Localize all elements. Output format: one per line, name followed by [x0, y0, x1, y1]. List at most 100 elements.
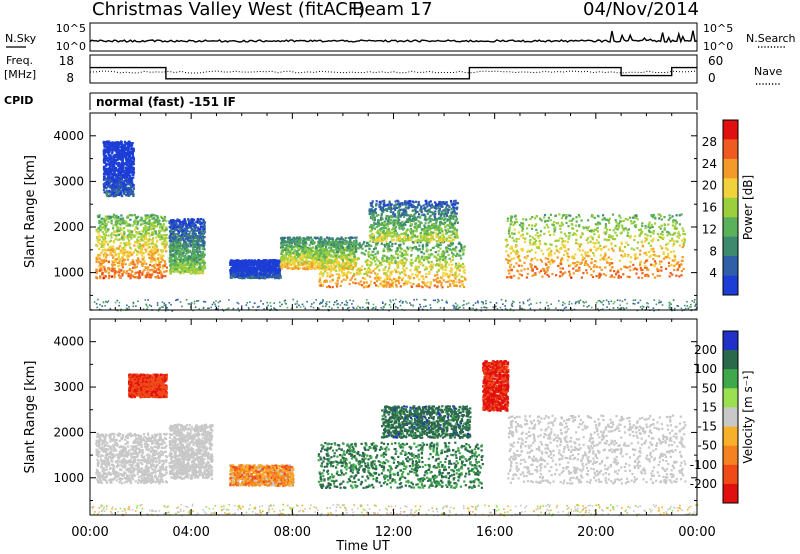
echo-cell	[327, 261, 330, 265]
echo-cell	[296, 260, 299, 263]
echo-cell	[159, 238, 162, 241]
echo-cell	[299, 267, 302, 270]
echo-cell	[171, 219, 174, 222]
echo-cell	[456, 266, 459, 270]
echo-cell	[231, 274, 234, 277]
echo-cell	[385, 283, 388, 286]
echo-cell	[332, 241, 335, 244]
echo-cell	[143, 259, 146, 262]
echo-cell	[343, 239, 346, 242]
echo-cell	[105, 256, 108, 259]
echo-cell	[426, 256, 430, 259]
echo-cell	[428, 228, 431, 231]
echo-cell	[304, 244, 307, 247]
echo-cell	[350, 248, 353, 251]
echo-cell	[372, 223, 375, 227]
echo-cell	[296, 264, 299, 267]
echo-cell	[111, 270, 114, 273]
echo-cell	[319, 284, 322, 287]
echo-cell	[100, 220, 103, 224]
echo-cell	[199, 250, 202, 253]
echo-cell	[433, 206, 436, 209]
echo-cell	[340, 243, 343, 246]
echo-cell	[190, 240, 193, 243]
echo-cell	[198, 221, 201, 224]
echo-cell	[257, 266, 260, 270]
echo-cell	[399, 247, 402, 250]
echo-cell	[128, 262, 131, 266]
echo-cell	[340, 252, 343, 255]
echo-cell	[164, 226, 167, 230]
echo-cell	[162, 234, 165, 237]
echo-cell	[342, 260, 345, 263]
echo-cell	[151, 217, 154, 220]
echo-cell	[195, 242, 198, 245]
echo-cell	[109, 245, 113, 248]
echo-cell	[232, 266, 235, 269]
echo-cell	[418, 239, 421, 242]
echo-cell	[401, 254, 404, 257]
echo-cell	[450, 203, 453, 206]
echo-cell	[145, 262, 148, 265]
echo-cell	[198, 269, 201, 272]
echo-cell	[141, 254, 144, 257]
echo-cell	[186, 261, 189, 264]
echo-cell	[336, 279, 339, 282]
echo-cell	[342, 252, 346, 255]
echo-cell	[127, 224, 130, 227]
echo-cell	[452, 279, 455, 283]
echo-cell	[109, 248, 112, 251]
echo-cell	[292, 246, 295, 249]
echo-cell	[267, 272, 270, 275]
echo-cell	[437, 205, 440, 208]
echo-cell	[337, 266, 340, 269]
echo-cell	[117, 215, 120, 219]
echo-cell	[301, 252, 304, 255]
echo-cell	[196, 239, 199, 242]
echo-cell	[419, 241, 422, 244]
echo-cell	[362, 282, 366, 285]
echo-cell	[281, 246, 284, 249]
echo-cell	[419, 221, 422, 224]
echo-cell	[454, 271, 457, 274]
echo-cell	[441, 255, 444, 258]
echo-cell	[102, 233, 105, 236]
echo-cell	[440, 204, 443, 207]
echo-cell	[104, 234, 107, 237]
echo-cell	[274, 266, 277, 269]
echo-cell	[178, 226, 181, 229]
echo-cell	[315, 248, 318, 252]
echo-cell	[451, 243, 454, 246]
echo-cell	[184, 256, 187, 260]
echo-cell	[246, 276, 250, 279]
echo-cell	[101, 231, 104, 234]
echo-cell	[130, 233, 133, 236]
echo-cell	[367, 264, 370, 267]
echo-cell	[255, 271, 259, 274]
echo-cell	[173, 266, 176, 269]
echo-cell	[374, 256, 377, 259]
echo-cell	[116, 229, 119, 232]
echo-cell	[400, 271, 403, 274]
echo-cell	[125, 224, 128, 227]
echo-cell	[98, 247, 101, 251]
echo-cell	[103, 265, 106, 268]
echo-cell	[430, 260, 433, 263]
echo-cell	[401, 252, 404, 255]
echo-cell	[127, 250, 130, 253]
echo-cell	[114, 270, 117, 273]
echo-cell	[185, 222, 188, 226]
echo-cell	[114, 220, 118, 223]
echo-cell	[150, 254, 153, 257]
echo-cell	[412, 216, 415, 219]
echo-cell	[159, 256, 162, 259]
echo-cell	[161, 258, 164, 261]
echo-cell	[454, 203, 457, 206]
echo-cell	[199, 226, 202, 229]
echo-cell	[153, 271, 156, 274]
echo-cell	[169, 247, 172, 250]
echo-cell	[345, 249, 349, 252]
echo-cell	[98, 222, 101, 225]
echo-cell	[98, 254, 101, 257]
echo-cell	[408, 216, 412, 219]
